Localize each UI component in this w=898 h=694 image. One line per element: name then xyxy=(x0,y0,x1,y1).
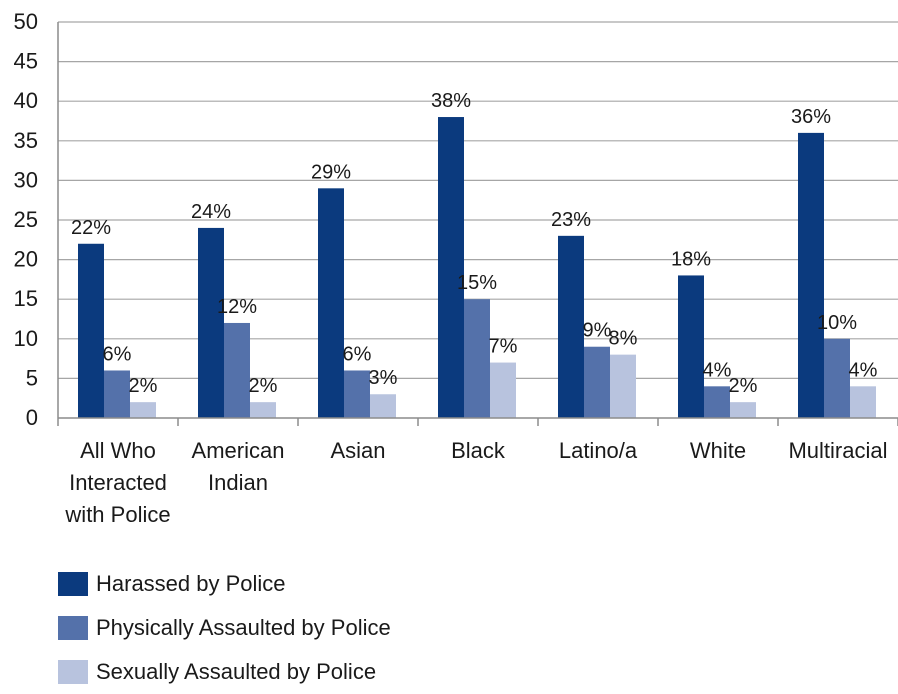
bar-harassed-6 xyxy=(798,132,824,418)
legend-swatch-sexually-assaulted xyxy=(58,660,88,684)
legend-label-harassed: Harassed by Police xyxy=(96,571,286,596)
data-labels: 22% 24% 29% 38% 23% 18% 36% 6% 12% 6% 15% 9% 4% 10% 2%… xyxy=(71,90,878,397)
y-tick-label-20: 20 xyxy=(14,247,38,272)
y-axis-ticks: 0 5 10 15 20 25 30 35 40 45 50 xyxy=(14,9,38,430)
bar-physically-assaulted-3 xyxy=(464,299,490,418)
y-tick-label-50: 50 xyxy=(14,9,38,34)
x-category-label-1: American Indian xyxy=(192,438,285,495)
bar-sexually-assaulted-4 xyxy=(610,354,636,418)
bar-physically-assaulted-4 xyxy=(584,346,610,418)
data-label-sexually-assaulted-1: 2% xyxy=(249,375,278,397)
bar-sexually-assaulted-1 xyxy=(250,402,276,418)
bar-sexually-assaulted-6 xyxy=(850,386,876,418)
data-label-harassed-3: 38% xyxy=(431,90,471,112)
x-axis-categories: All Who Interacted with Police American Indi… xyxy=(64,438,887,527)
data-label-sexually-assaulted-5: 2% xyxy=(729,375,758,397)
legend-swatch-harassed xyxy=(58,572,88,596)
bar-physically-assaulted-1 xyxy=(224,322,250,418)
data-label-harassed-4: 23% xyxy=(551,209,591,231)
legend-item-harassed: Harassed by Police xyxy=(58,562,391,606)
bar-physically-assaulted-0 xyxy=(104,370,130,418)
data-label-harassed-2: 29% xyxy=(311,161,351,183)
x-category-label-6: Multiracial xyxy=(788,438,887,463)
bar-harassed-2 xyxy=(318,188,344,418)
bar-sexually-assaulted-0 xyxy=(130,402,156,418)
bar-chart: 0 5 10 15 20 25 30 35 40 45 50 22% 24% 29% 38% 23% 18% 3… xyxy=(14,9,898,527)
data-label-harassed-5: 18% xyxy=(671,248,711,270)
bar-sexually-assaulted-5 xyxy=(730,402,756,418)
data-label-sexually-assaulted-3: 7% xyxy=(489,336,518,358)
y-tick-label-40: 40 xyxy=(14,88,38,113)
data-label-physically-assaulted-4: 9% xyxy=(583,320,612,342)
legend-swatch-physically-assaulted xyxy=(58,616,88,640)
data-label-physically-assaulted-6: 10% xyxy=(817,312,857,334)
y-tick-label-30: 30 xyxy=(14,167,38,192)
y-tick-label-45: 45 xyxy=(14,49,38,74)
bar-physically-assaulted-5 xyxy=(704,386,730,418)
legend-item-physically-assaulted: Physically Assaulted by Police xyxy=(58,606,391,650)
data-label-sexually-assaulted-2: 3% xyxy=(369,367,398,389)
legend-label-physically-assaulted: Physically Assaulted by Police xyxy=(96,615,391,640)
bar-physically-assaulted-6 xyxy=(824,338,850,418)
legend-label-sexually-assaulted: Sexually Assaulted by Police xyxy=(96,659,377,684)
bar-harassed-3 xyxy=(438,117,464,418)
x-category-label-0: All Who Interacted with Police xyxy=(64,438,170,527)
bar-harassed-4 xyxy=(558,235,584,418)
x-category-label-2: Asian xyxy=(330,438,385,463)
bar-harassed-1 xyxy=(198,227,224,418)
y-tick-label-5: 5 xyxy=(26,365,38,390)
y-tick-label-25: 25 xyxy=(14,207,38,232)
y-tick-label-35: 35 xyxy=(14,128,38,153)
bars xyxy=(78,117,876,418)
data-label-physically-assaulted-3: 15% xyxy=(457,272,497,294)
data-label-physically-assaulted-2: 6% xyxy=(343,343,372,365)
y-tick-label-0: 0 xyxy=(26,405,38,430)
bar-sexually-assaulted-3 xyxy=(490,362,516,418)
x-category-label-4: Latino/a xyxy=(559,438,638,463)
bar-harassed-0 xyxy=(78,243,104,418)
legend-item-sexually-assaulted: Sexually Assaulted by Police xyxy=(58,650,391,694)
data-label-sexually-assaulted-6: 4% xyxy=(849,359,878,381)
bar-physically-assaulted-2 xyxy=(344,370,370,418)
data-label-harassed-0: 22% xyxy=(71,217,111,239)
x-category-label-5: White xyxy=(690,438,746,463)
data-label-physically-assaulted-0: 6% xyxy=(103,343,132,365)
x-category-label-3: Black xyxy=(451,438,506,463)
data-label-harassed-6: 36% xyxy=(791,106,831,128)
data-label-physically-assaulted-1: 12% xyxy=(217,296,257,318)
bar-harassed-5 xyxy=(678,275,704,418)
data-label-physically-assaulted-5: 4% xyxy=(703,359,732,381)
y-tick-label-10: 10 xyxy=(14,326,38,351)
legend: Harassed by Police Physically Assaulted … xyxy=(58,562,391,694)
data-label-sexually-assaulted-0: 2% xyxy=(129,375,158,397)
data-label-sexually-assaulted-4: 8% xyxy=(609,328,638,350)
bar-sexually-assaulted-2 xyxy=(370,394,396,418)
y-tick-label-15: 15 xyxy=(14,286,38,311)
data-label-harassed-1: 24% xyxy=(191,201,231,223)
axes xyxy=(57,22,898,426)
